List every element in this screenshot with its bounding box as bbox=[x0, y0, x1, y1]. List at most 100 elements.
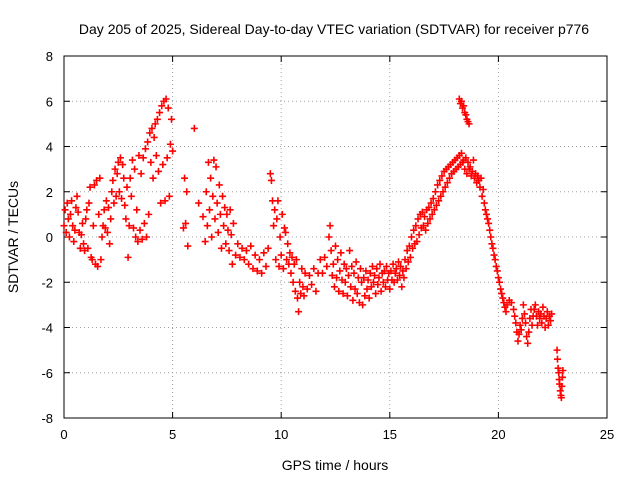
data-point bbox=[524, 339, 532, 347]
data-point bbox=[208, 233, 216, 241]
data-point bbox=[249, 265, 257, 273]
data-point bbox=[118, 195, 126, 203]
data-point bbox=[227, 231, 235, 239]
data-point bbox=[350, 269, 358, 277]
data-point bbox=[276, 233, 284, 241]
data-point bbox=[347, 283, 355, 291]
data-point bbox=[96, 174, 104, 182]
data-point bbox=[514, 337, 522, 345]
data-point bbox=[226, 206, 234, 214]
data-point bbox=[495, 278, 503, 286]
data-point bbox=[168, 115, 176, 123]
data-point bbox=[555, 369, 563, 377]
data-point bbox=[86, 183, 94, 191]
data-point bbox=[217, 244, 225, 252]
data-point bbox=[375, 274, 383, 282]
data-point bbox=[119, 161, 127, 169]
data-point bbox=[298, 265, 306, 273]
data-point bbox=[282, 228, 290, 236]
data-point bbox=[360, 274, 368, 282]
data-point bbox=[204, 158, 212, 166]
data-point bbox=[136, 226, 144, 234]
data-point bbox=[548, 310, 556, 318]
data-point bbox=[116, 154, 124, 162]
data-point bbox=[539, 303, 547, 311]
data-point bbox=[77, 231, 85, 239]
data-point bbox=[120, 174, 128, 182]
data-point bbox=[266, 170, 274, 178]
data-point bbox=[219, 192, 227, 200]
data-point bbox=[422, 226, 430, 234]
data-point bbox=[277, 251, 285, 259]
data-point bbox=[332, 242, 339, 250]
data-point bbox=[106, 240, 114, 248]
data-point bbox=[127, 192, 135, 200]
data-point bbox=[110, 199, 118, 207]
data-point bbox=[415, 231, 423, 239]
data-point bbox=[112, 192, 120, 200]
data-point bbox=[333, 274, 341, 282]
data-point bbox=[373, 265, 381, 273]
data-point bbox=[303, 285, 311, 293]
data-point bbox=[73, 192, 81, 200]
data-point bbox=[392, 265, 400, 273]
data-point bbox=[137, 170, 145, 178]
data-point bbox=[288, 253, 296, 261]
data-point bbox=[523, 333, 531, 341]
data-point bbox=[368, 262, 376, 270]
data-point bbox=[558, 382, 566, 390]
data-point bbox=[323, 262, 331, 270]
data-point bbox=[67, 210, 75, 218]
data-point bbox=[280, 224, 288, 232]
data-point bbox=[536, 314, 544, 322]
data-point bbox=[494, 274, 502, 282]
data-point bbox=[125, 222, 133, 230]
data-point bbox=[216, 210, 224, 218]
x-tick-label: 5 bbox=[169, 427, 176, 442]
data-point bbox=[431, 188, 439, 196]
data-point bbox=[465, 120, 473, 128]
data-point bbox=[488, 240, 496, 248]
data-point bbox=[108, 188, 116, 196]
data-point bbox=[559, 366, 567, 374]
data-point bbox=[511, 312, 519, 320]
x-tick-label: 15 bbox=[383, 427, 397, 442]
data-point bbox=[71, 226, 79, 234]
data-point bbox=[348, 262, 356, 270]
data-point bbox=[283, 256, 291, 264]
data-point bbox=[202, 188, 210, 196]
data-point bbox=[436, 176, 444, 184]
data-point bbox=[359, 301, 367, 309]
data-point bbox=[164, 104, 172, 112]
data-point bbox=[163, 154, 171, 162]
data-point bbox=[519, 301, 527, 309]
data-point bbox=[134, 238, 142, 246]
data-point bbox=[153, 115, 161, 123]
data-point bbox=[295, 308, 303, 316]
data-point bbox=[286, 249, 294, 257]
data-point bbox=[64, 215, 72, 223]
data-point bbox=[543, 308, 551, 316]
data-point bbox=[76, 244, 84, 252]
data-point bbox=[427, 199, 435, 207]
y-tick-label: 0 bbox=[46, 230, 53, 245]
data-point bbox=[90, 181, 98, 189]
data-point bbox=[406, 253, 414, 261]
data-point bbox=[70, 238, 78, 246]
data-point bbox=[182, 219, 190, 227]
data-point bbox=[389, 260, 397, 268]
data-point bbox=[485, 219, 493, 227]
data-point bbox=[490, 251, 498, 259]
data-point bbox=[271, 206, 279, 214]
data-point bbox=[240, 256, 248, 264]
data-point bbox=[325, 233, 333, 241]
data-point bbox=[479, 185, 487, 193]
data-point bbox=[149, 174, 157, 182]
data-point bbox=[310, 265, 318, 273]
data-point bbox=[209, 192, 217, 200]
data-point bbox=[531, 301, 539, 309]
data-point bbox=[365, 294, 373, 302]
data-point bbox=[547, 317, 555, 325]
data-point bbox=[105, 204, 113, 212]
data-point bbox=[195, 199, 203, 207]
